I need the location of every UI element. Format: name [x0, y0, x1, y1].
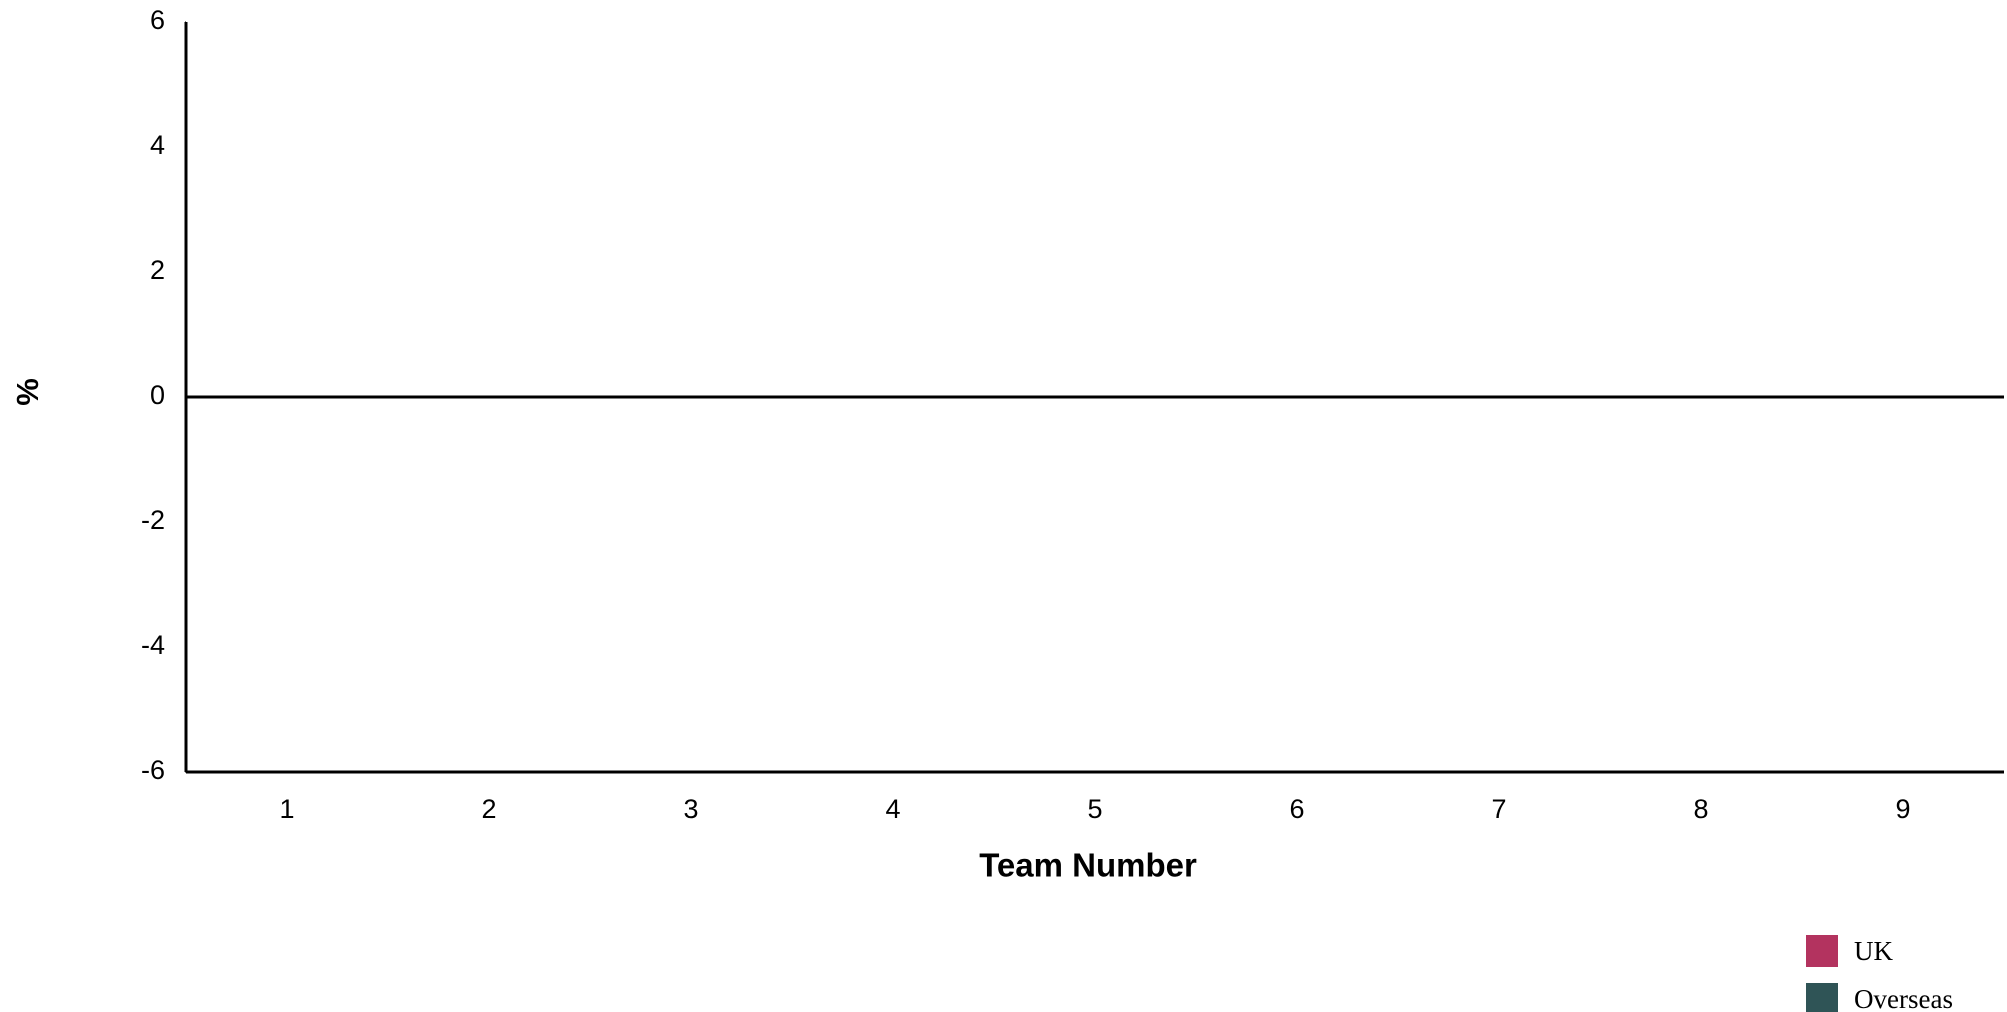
legend-swatch — [1806, 935, 1838, 967]
y-tick-label: -6 — [141, 755, 165, 785]
y-tick-label: 2 — [150, 255, 165, 285]
y-axis-title: % — [10, 378, 45, 406]
y-tick-label: -4 — [141, 630, 165, 660]
x-tick-label: 5 — [1087, 794, 1102, 824]
x-tick-label: 4 — [885, 794, 900, 824]
x-tick-label: 8 — [1693, 794, 1708, 824]
y-tick-label: 4 — [150, 130, 165, 160]
x-tick-label: 3 — [683, 794, 698, 824]
x-tick-label: 6 — [1289, 794, 1304, 824]
y-tick-label: -2 — [141, 505, 165, 535]
legend-label: Overseas — [1854, 984, 1953, 1012]
x-tick-label: 2 — [481, 794, 496, 824]
x-tick-label: 1 — [279, 794, 294, 824]
x-tick-label: 9 — [1895, 794, 1910, 824]
y-tick-label: 0 — [150, 380, 165, 410]
y-tick-label: 6 — [150, 5, 165, 35]
legend-swatch — [1806, 983, 1838, 1012]
legend-label: UK — [1854, 936, 1893, 966]
x-tick-label: 7 — [1491, 794, 1506, 824]
x-axis-title: Team Number — [979, 847, 1197, 884]
